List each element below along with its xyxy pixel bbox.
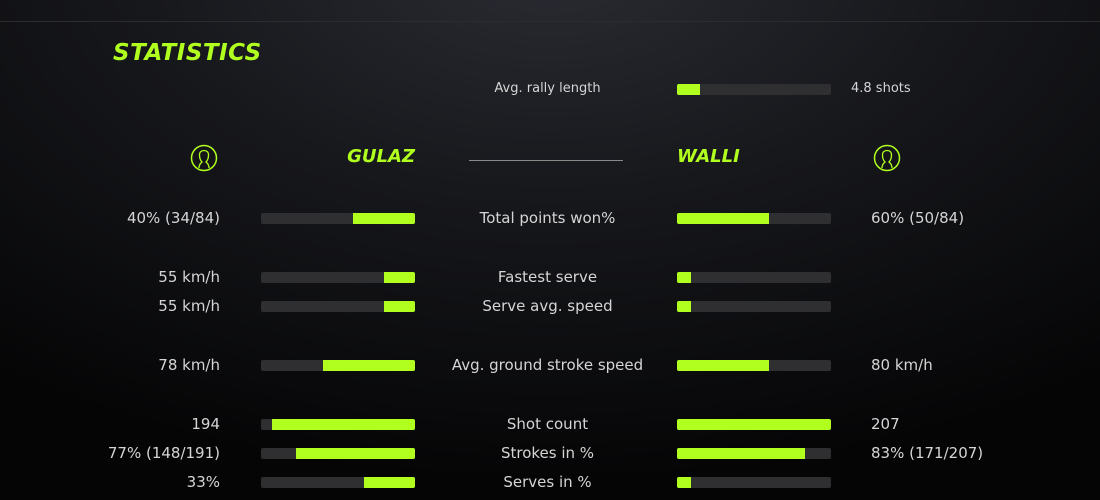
right-value: 83% (171/207) xyxy=(871,444,984,462)
stat-row: 55 km/h Serve avg. speed xyxy=(0,296,1100,316)
right-value: 80 km/h xyxy=(871,356,933,374)
stat-row: 194 Shot count 207 xyxy=(0,414,1100,434)
stat-row: 40% (34/84) Total points won% 60% (50/84… xyxy=(0,208,1100,228)
left-bar-fill xyxy=(296,448,415,459)
right-bar-fill xyxy=(677,272,691,283)
right-bar xyxy=(677,477,831,488)
stat-label: Serves in % xyxy=(503,473,592,491)
right-bar-fill xyxy=(677,419,831,430)
stat-row: 33% Serves in % xyxy=(0,472,1100,492)
left-bar-fill xyxy=(384,272,415,283)
rally-value: 4.8 shots xyxy=(851,81,911,96)
left-value: 55 km/h xyxy=(158,268,220,286)
right-bar-fill xyxy=(677,360,770,371)
user-circle-icon xyxy=(873,144,901,172)
stat-row: 77% (148/191) Strokes in % 83% (171/207) xyxy=(0,443,1100,463)
right-bar xyxy=(677,360,831,371)
left-bar xyxy=(261,477,415,488)
left-bar-fill xyxy=(353,213,415,224)
rally-row: Avg. rally length 4.8 shots xyxy=(0,79,1100,99)
header-divider xyxy=(469,160,623,161)
player-left-name: GULAZ xyxy=(347,146,415,167)
stat-label: Serve avg. speed xyxy=(482,297,613,315)
left-value: 40% (34/84) xyxy=(126,209,220,227)
right-bar-fill xyxy=(677,477,691,488)
stat-label: Fastest serve xyxy=(497,268,598,286)
rally-bar-fill xyxy=(677,84,701,95)
left-bar xyxy=(261,301,415,312)
left-value: 194 xyxy=(191,415,220,433)
stat-label: Shot count xyxy=(506,415,589,433)
user-circle-icon xyxy=(190,144,218,172)
right-value: 207 xyxy=(871,415,900,433)
stat-label: Avg. ground stroke speed xyxy=(451,356,644,374)
right-value: 60% (50/84) xyxy=(871,209,965,227)
rally-label: Avg. rally length xyxy=(494,81,601,96)
stat-label: Strokes in % xyxy=(500,444,595,462)
left-bar-fill xyxy=(364,477,415,488)
right-bar-fill xyxy=(677,448,805,459)
left-bar-fill xyxy=(322,360,415,371)
stat-label: Total points won% xyxy=(479,209,616,227)
right-bar xyxy=(677,213,831,224)
stat-row: 55 km/h Fastest serve xyxy=(0,267,1100,287)
right-bar-fill xyxy=(677,301,691,312)
left-bar xyxy=(261,419,415,430)
left-value: 33% xyxy=(186,473,220,491)
stat-row: 78 km/h Avg. ground stroke speed 80 km/h xyxy=(0,355,1100,375)
right-bar xyxy=(677,448,831,459)
left-value: 77% (148/191) xyxy=(107,444,220,462)
left-bar xyxy=(261,272,415,283)
player-right-name: WALLI xyxy=(677,146,740,167)
right-bar xyxy=(677,301,831,312)
left-bar xyxy=(261,213,415,224)
left-bar xyxy=(261,360,415,371)
right-bar xyxy=(677,419,831,430)
page-title: STATISTICS xyxy=(113,40,262,66)
right-bar xyxy=(677,272,831,283)
left-bar-fill xyxy=(384,301,415,312)
left-bar-fill xyxy=(271,419,415,430)
left-bar xyxy=(261,448,415,459)
rally-bar xyxy=(677,84,831,95)
top-divider xyxy=(0,21,1100,22)
right-bar-fill xyxy=(677,213,770,224)
left-value: 55 km/h xyxy=(158,297,220,315)
left-value: 78 km/h xyxy=(158,356,220,374)
